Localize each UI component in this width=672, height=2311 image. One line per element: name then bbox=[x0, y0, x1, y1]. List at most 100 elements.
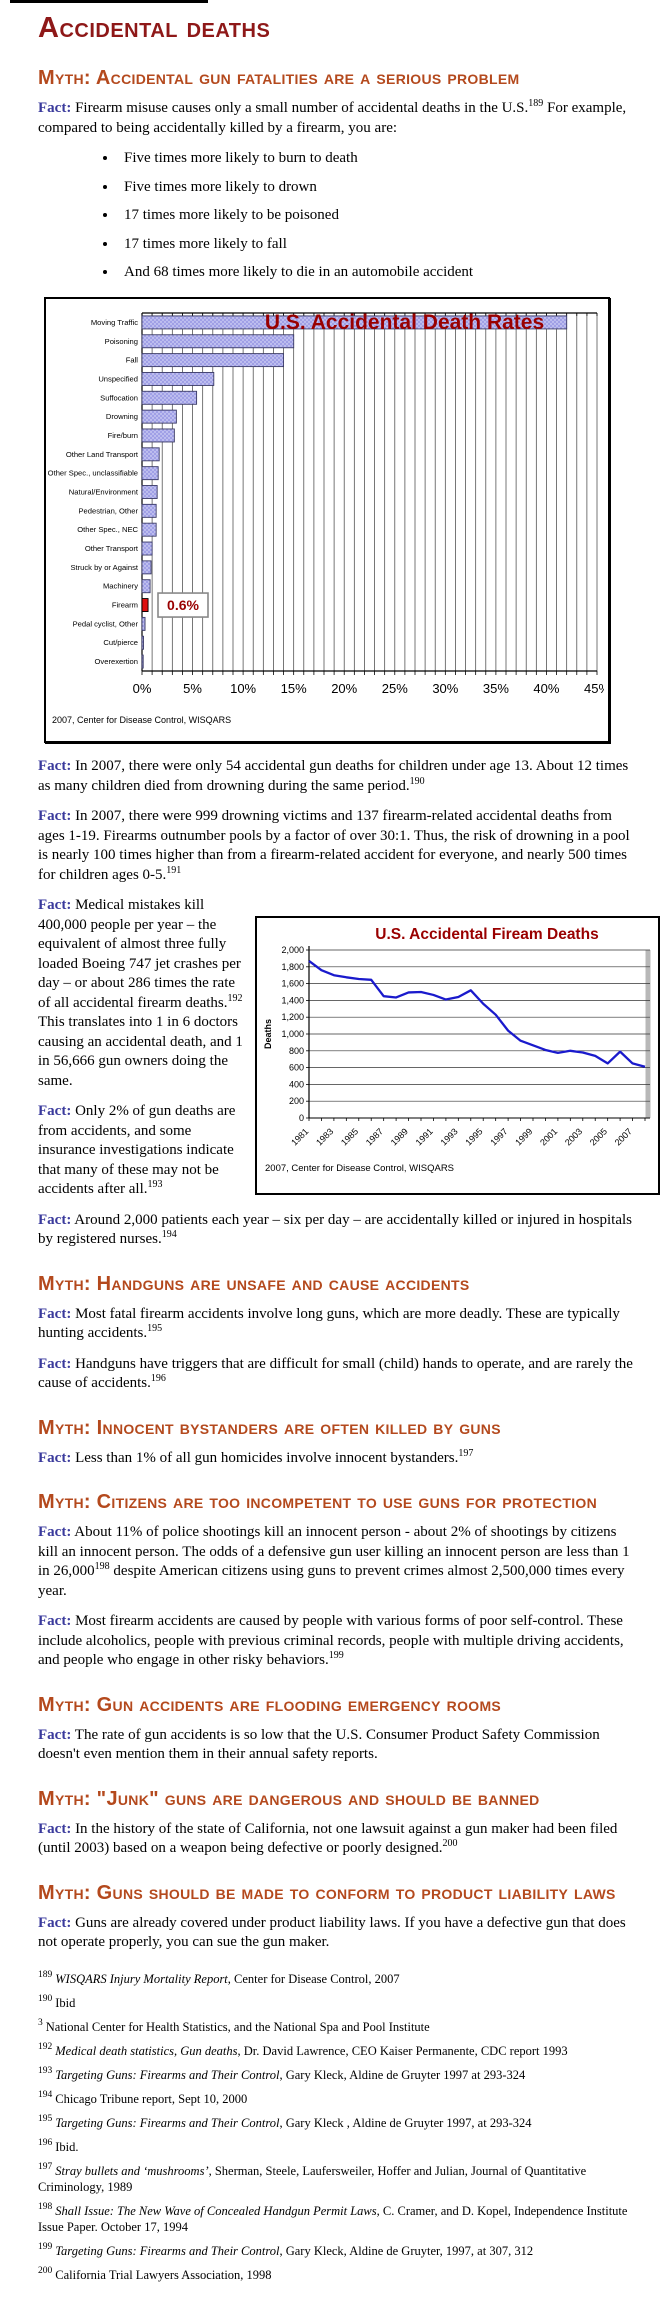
x-axis-tick-label: 1985 bbox=[339, 1126, 360, 1147]
x-axis-tick-label: 0% bbox=[133, 681, 152, 696]
bar-category-label: Suffocation bbox=[100, 393, 138, 402]
bar bbox=[141, 578, 151, 593]
x-axis-tick-label: 2007 bbox=[613, 1126, 634, 1147]
fact-paragraph: Fact: Most firearm accidents are caused … bbox=[38, 1613, 624, 1668]
top-rule bbox=[10, 0, 208, 3]
fact-label: Fact: bbox=[38, 758, 72, 774]
fact-label: Fact: bbox=[38, 1613, 72, 1629]
x-axis-tick-label: 1987 bbox=[364, 1126, 385, 1147]
fact-label: Fact: bbox=[38, 1103, 72, 1119]
x-axis-tick-label: 2003 bbox=[563, 1126, 584, 1147]
bar bbox=[141, 333, 295, 348]
footnote-title: Stray bullets and ‘mushrooms’ bbox=[55, 2163, 209, 2178]
x-axis-tick-label: 30% bbox=[432, 681, 458, 696]
bar bbox=[141, 352, 285, 367]
myth-heading-6: Myth: "Junk" guns are dangerous and shou… bbox=[38, 1787, 540, 1810]
footnote-title: Medical death statistics, Gun deaths bbox=[55, 2043, 238, 2058]
bar-category-label: Fall bbox=[126, 355, 139, 364]
fact-label: Fact: bbox=[38, 808, 72, 824]
footnote-number: 196 bbox=[38, 2138, 53, 2149]
y-axis-tick-label: 600 bbox=[289, 1063, 304, 1073]
footnotes: 189 WISQARS Injury Mortality Report, Cent… bbox=[38, 1971, 636, 2283]
fact-paragraph: Fact: The rate of gun accidents is so lo… bbox=[38, 1726, 600, 1763]
bullet-item: Five times more likely to burn to death bbox=[118, 149, 636, 169]
x-axis-tick-label: 1999 bbox=[513, 1126, 534, 1147]
fact-paragraph: Fact: Around 2,000 patients each year – … bbox=[38, 1211, 632, 1248]
footnote-ref: 198 bbox=[94, 1561, 110, 1572]
fact-label: Fact: bbox=[38, 1449, 72, 1466]
x-axis-tick-label: 1995 bbox=[463, 1126, 484, 1147]
footnote-number: 190 bbox=[38, 1994, 53, 2005]
fact-paragraph: Fact: Firearm misuse causes only a small… bbox=[38, 99, 636, 138]
bar-category-label: Drowning bbox=[106, 412, 138, 421]
bar-category-label: Unspecified bbox=[98, 374, 138, 383]
myth-heading-2: Myth: Handguns are unsafe and cause acci… bbox=[38, 1272, 470, 1295]
bar-category-label: Natural/Environment bbox=[69, 487, 139, 496]
bar-category-label: Poisoning bbox=[105, 336, 138, 345]
footnote-item: 193 Targeting Guns: Firearms and Their Co… bbox=[38, 2067, 636, 2083]
x-axis-tick-label: 20% bbox=[331, 681, 357, 696]
footnote-item: 196 Ibid. bbox=[38, 2139, 636, 2155]
bar bbox=[141, 559, 152, 574]
footnote-text: California Trial Lawyers Association, 19… bbox=[55, 2267, 272, 2282]
y-axis-tick-label: 1,600 bbox=[281, 979, 304, 989]
bar bbox=[141, 371, 215, 386]
fact-label: Fact: bbox=[38, 1211, 72, 1228]
y-axis-tick-label: 1,800 bbox=[281, 962, 304, 972]
bar-category-label: Fire/burn bbox=[108, 430, 138, 439]
footnote-item: 194 Chicago Tribune report, Sept 10, 2000 bbox=[38, 2091, 636, 2107]
bar-category-label: Moving Traffic bbox=[91, 317, 138, 326]
footnote-item: 190 Ibid bbox=[38, 1995, 636, 2011]
footnote-number: 192 bbox=[38, 2042, 53, 2053]
fact-label: Fact: bbox=[38, 1726, 72, 1743]
footnote-title: WISQARS Injury Mortality Report bbox=[55, 1971, 228, 1986]
x-axis-tick-label: 1997 bbox=[488, 1126, 509, 1147]
fact-label: Fact: bbox=[38, 1524, 72, 1540]
page-title: Accidental deaths bbox=[38, 12, 271, 44]
footnote-title: Targeting Guns: Firearms and Their Contr… bbox=[55, 2115, 280, 2130]
fact-paragraph: Fact: Medical mistakes kill 400,000 peop… bbox=[38, 897, 243, 1089]
bar-category-label: Other Transport bbox=[85, 544, 139, 553]
x-axis-tick-label: 40% bbox=[533, 681, 559, 696]
fact-paragraph: Fact: About 11% of police shootings kill… bbox=[38, 1524, 630, 1599]
footnote-item: 192 Medical death statistics, Gun deaths,… bbox=[38, 2043, 636, 2059]
footnote-item: 197 Stray bullets and ‘mushrooms’, Sherma… bbox=[38, 2163, 636, 2195]
y-axis-tick-label: 200 bbox=[289, 1096, 304, 1106]
footnote-item: 199 Targeting Guns: Firearms and Their Co… bbox=[38, 2243, 636, 2259]
fact-paragraph: Fact: In 2007, there were only 54 accide… bbox=[38, 758, 629, 794]
footnote-title: Shall Issue: The New Wave of Concealed H… bbox=[55, 2203, 380, 2218]
footnote-ref: 192 bbox=[227, 992, 243, 1004]
footnote-title: Targeting Guns: Firearms and Their Contr… bbox=[55, 2067, 280, 2082]
footnote-number: 3 bbox=[38, 2018, 43, 2029]
bar-category-label: Other Spec., NEC bbox=[77, 525, 138, 534]
footnote-number: 200 bbox=[38, 2266, 53, 2277]
myth-heading-7: Myth: Guns should be made to conform to … bbox=[38, 1881, 616, 1904]
y-axis-tick-label: 400 bbox=[289, 1079, 304, 1089]
bar-category-label: Other Land Transport bbox=[66, 449, 139, 458]
fact-label: Fact: bbox=[38, 1355, 72, 1372]
bar bbox=[141, 541, 153, 555]
footnote-ref: 193 bbox=[147, 1179, 163, 1190]
fact-text: Firearm misuse causes only a small numbe… bbox=[38, 98, 627, 136]
y-axis-tick-label: 1,400 bbox=[281, 995, 304, 1005]
bullet-item: And 68 times more likely to die in an au… bbox=[118, 263, 636, 283]
myth-heading-4: Myth: Citizens are too incompetent to us… bbox=[38, 1491, 598, 1513]
data-line bbox=[308, 959, 646, 1068]
footnote-item: 198 Shall Issue: The New Wave of Conceale… bbox=[38, 2203, 636, 2235]
line-chart: 0 200 400 600 800 1,000 1,200 1,400 1,600 1,800 2,… bbox=[263, 926, 651, 1174]
bar-chart-source: 2007, Center for Disease Control, WISQAR… bbox=[52, 715, 231, 725]
bar-category-label: Cut/pierce bbox=[103, 638, 138, 647]
footnote-item: 195 Targeting Guns: Firearms and Their Co… bbox=[38, 2115, 636, 2131]
footnote-text: Ibid bbox=[55, 1995, 76, 2010]
x-axis-tick-label: 45% bbox=[584, 681, 604, 696]
annotation-value: 0.6% bbox=[167, 597, 199, 613]
annotation-box bbox=[157, 591, 209, 618]
comparison-bullet-list: Five times more likely to burn to death F… bbox=[100, 149, 636, 283]
footnote-title: Targeting Guns: Firearms and Their Contr… bbox=[55, 2243, 280, 2258]
x-axis-tick-label: 15% bbox=[281, 681, 307, 696]
bar-category-label: Pedal cyclist, Other bbox=[73, 619, 139, 628]
footnote-ref: 200 bbox=[442, 1838, 458, 1849]
bar-category-label: Other Spec., unclassifiable bbox=[48, 468, 138, 477]
y-axis-tick-label: 1,000 bbox=[281, 1029, 304, 1039]
fact-label: Fact: bbox=[38, 897, 72, 913]
